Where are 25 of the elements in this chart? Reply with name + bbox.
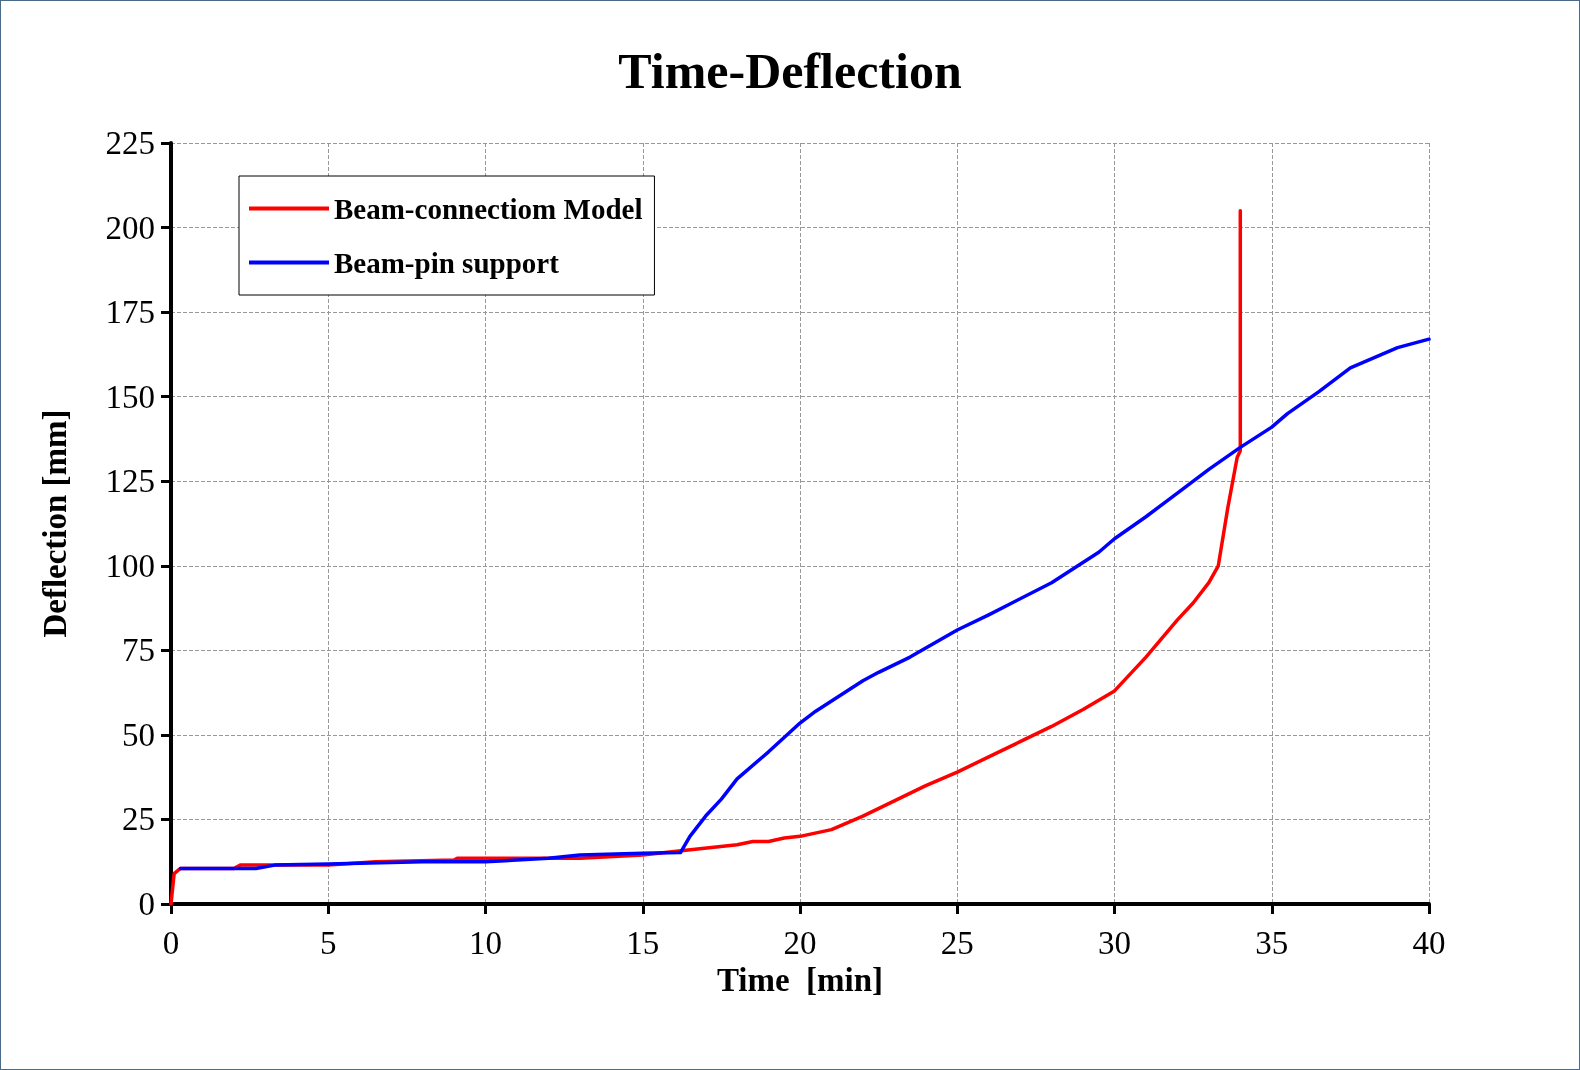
line-series <box>178 337 1431 871</box>
y-tick-label: 225 <box>105 125 155 161</box>
x-tick-label: 5 <box>320 924 337 961</box>
y-axis-title: Deflection [mm] <box>36 409 73 638</box>
chart-title: Time-Deflection <box>618 43 962 99</box>
y-tick-label: 50 <box>122 716 155 753</box>
x-tick-label: 15 <box>626 924 660 961</box>
x-tick-label: 0 <box>162 924 180 961</box>
y-tick-label: 100 <box>105 547 155 584</box>
y-tick-label: 175 <box>105 294 155 331</box>
y-tick-label: 200 <box>105 209 155 246</box>
x-tick-label: 20 <box>783 924 817 961</box>
y-tick-label: 25 <box>122 801 155 838</box>
y-tick-label: 0 <box>138 886 155 922</box>
legend-label: Beam-pin support <box>334 246 560 279</box>
x-tick-label: 40 <box>1412 924 1446 961</box>
x-tick-label: 25 <box>940 924 974 961</box>
x-axis-title: Time [min] <box>716 962 884 999</box>
y-tick-label: 75 <box>122 632 155 669</box>
x-tick-label: 35 <box>1255 924 1289 961</box>
x-tick-label: 10 <box>469 924 502 961</box>
y-tick-label: 150 <box>105 378 155 415</box>
legend-label: Beam-connectiom Model <box>334 192 643 225</box>
y-tick-label: 125 <box>105 463 155 500</box>
x-tick-label: 30 <box>1098 924 1131 961</box>
